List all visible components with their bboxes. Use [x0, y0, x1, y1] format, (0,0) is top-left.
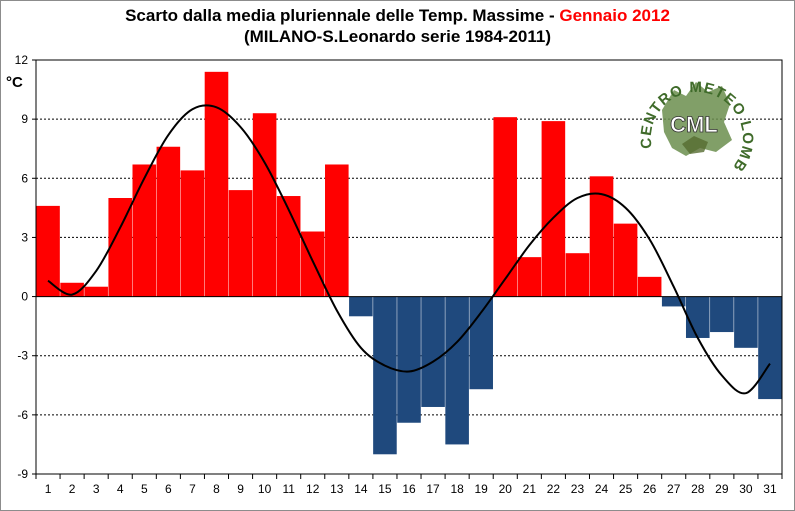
x-tick-label: 12: [306, 482, 320, 496]
bar: [421, 296, 445, 407]
bar: [132, 164, 157, 297]
bar: [661, 296, 686, 307]
x-tick-label: 23: [571, 482, 585, 496]
x-tick-label: 17: [426, 482, 440, 496]
bar: [156, 146, 181, 297]
bar: [373, 296, 397, 455]
cml-logo: CENTRO METEO LOMBARDO CML: [634, 52, 754, 175]
trend-line: [47, 104, 771, 395]
bar: [180, 170, 205, 297]
bar: [517, 257, 542, 297]
chart-title-month: Gennaio 2012: [559, 6, 670, 25]
bar: [36, 205, 60, 297]
x-tick-label: 22: [547, 482, 561, 496]
y-tick-label: 0: [21, 290, 28, 304]
bar: [734, 296, 758, 348]
x-tick-label: 6: [165, 482, 172, 496]
x-tick-label: 21: [523, 482, 537, 496]
x-tick-label: 8: [213, 482, 220, 496]
bar: [758, 296, 782, 400]
x-tick-label: 11: [282, 482, 295, 496]
x-tick-label: 5: [141, 482, 148, 496]
x-tick-label: 20: [499, 482, 513, 496]
x-tick-label: 3: [93, 482, 100, 496]
x-tick-label: 29: [715, 482, 729, 496]
x-tick-label: 4: [117, 482, 124, 496]
bar: [685, 296, 710, 338]
x-tick-label: 19: [475, 482, 489, 496]
bar: [637, 276, 662, 297]
chart-title-main: Scarto dalla media pluriennale delle Tem…: [125, 6, 560, 25]
x-tick-label: 24: [595, 482, 609, 496]
y-tick-label: -9: [17, 467, 28, 481]
x-tick-label: 2: [69, 482, 76, 496]
x-tick-label: 10: [258, 482, 272, 496]
x-tick-label: 30: [739, 482, 753, 496]
logo-center-text: CML: [670, 112, 718, 137]
x-tick-label: 25: [619, 482, 633, 496]
y-axis-unit: °C: [6, 74, 23, 91]
x-tick-label: 15: [378, 482, 392, 496]
bar: [445, 296, 469, 445]
bar: [252, 113, 277, 297]
bar: [84, 286, 108, 297]
bar: [493, 117, 518, 297]
plot-area: [35, 59, 783, 475]
x-tick-label: 26: [643, 482, 657, 496]
x-tick-label: 1: [45, 482, 52, 496]
bar: [228, 190, 253, 297]
bar: [469, 296, 493, 390]
bar: [397, 296, 421, 423]
chart-title: Scarto dalla media pluriennale delle Tem…: [0, 6, 795, 26]
x-tick-label: 16: [402, 482, 416, 496]
bar: [325, 164, 349, 297]
bar: [204, 71, 229, 297]
bar: [349, 296, 373, 317]
bar: [613, 223, 638, 297]
x-tick-label: 13: [330, 482, 344, 496]
y-tick-label: -6: [17, 408, 28, 422]
y-tick-label: 9: [21, 112, 28, 126]
x-tick-label: 14: [354, 482, 368, 496]
x-tick-label: 27: [667, 482, 681, 496]
x-tick-label: 18: [450, 482, 464, 496]
bar: [108, 198, 133, 297]
x-tick-label: 9: [237, 482, 244, 496]
y-tick-label: -3: [17, 349, 28, 363]
x-tick-label: 31: [763, 482, 777, 496]
chart-subtitle: (MILANO-S.Leonardo serie 1984-2011): [243, 27, 552, 46]
y-tick-label: 12: [15, 53, 29, 67]
bar: [710, 296, 734, 333]
y-tick-label: 3: [21, 230, 28, 244]
bar: [589, 176, 614, 297]
bar: [565, 253, 590, 297]
bar: [541, 121, 566, 297]
x-tick-label: 7: [189, 482, 196, 496]
x-tick-label: 28: [691, 482, 705, 496]
y-tick-label: 6: [21, 171, 28, 185]
